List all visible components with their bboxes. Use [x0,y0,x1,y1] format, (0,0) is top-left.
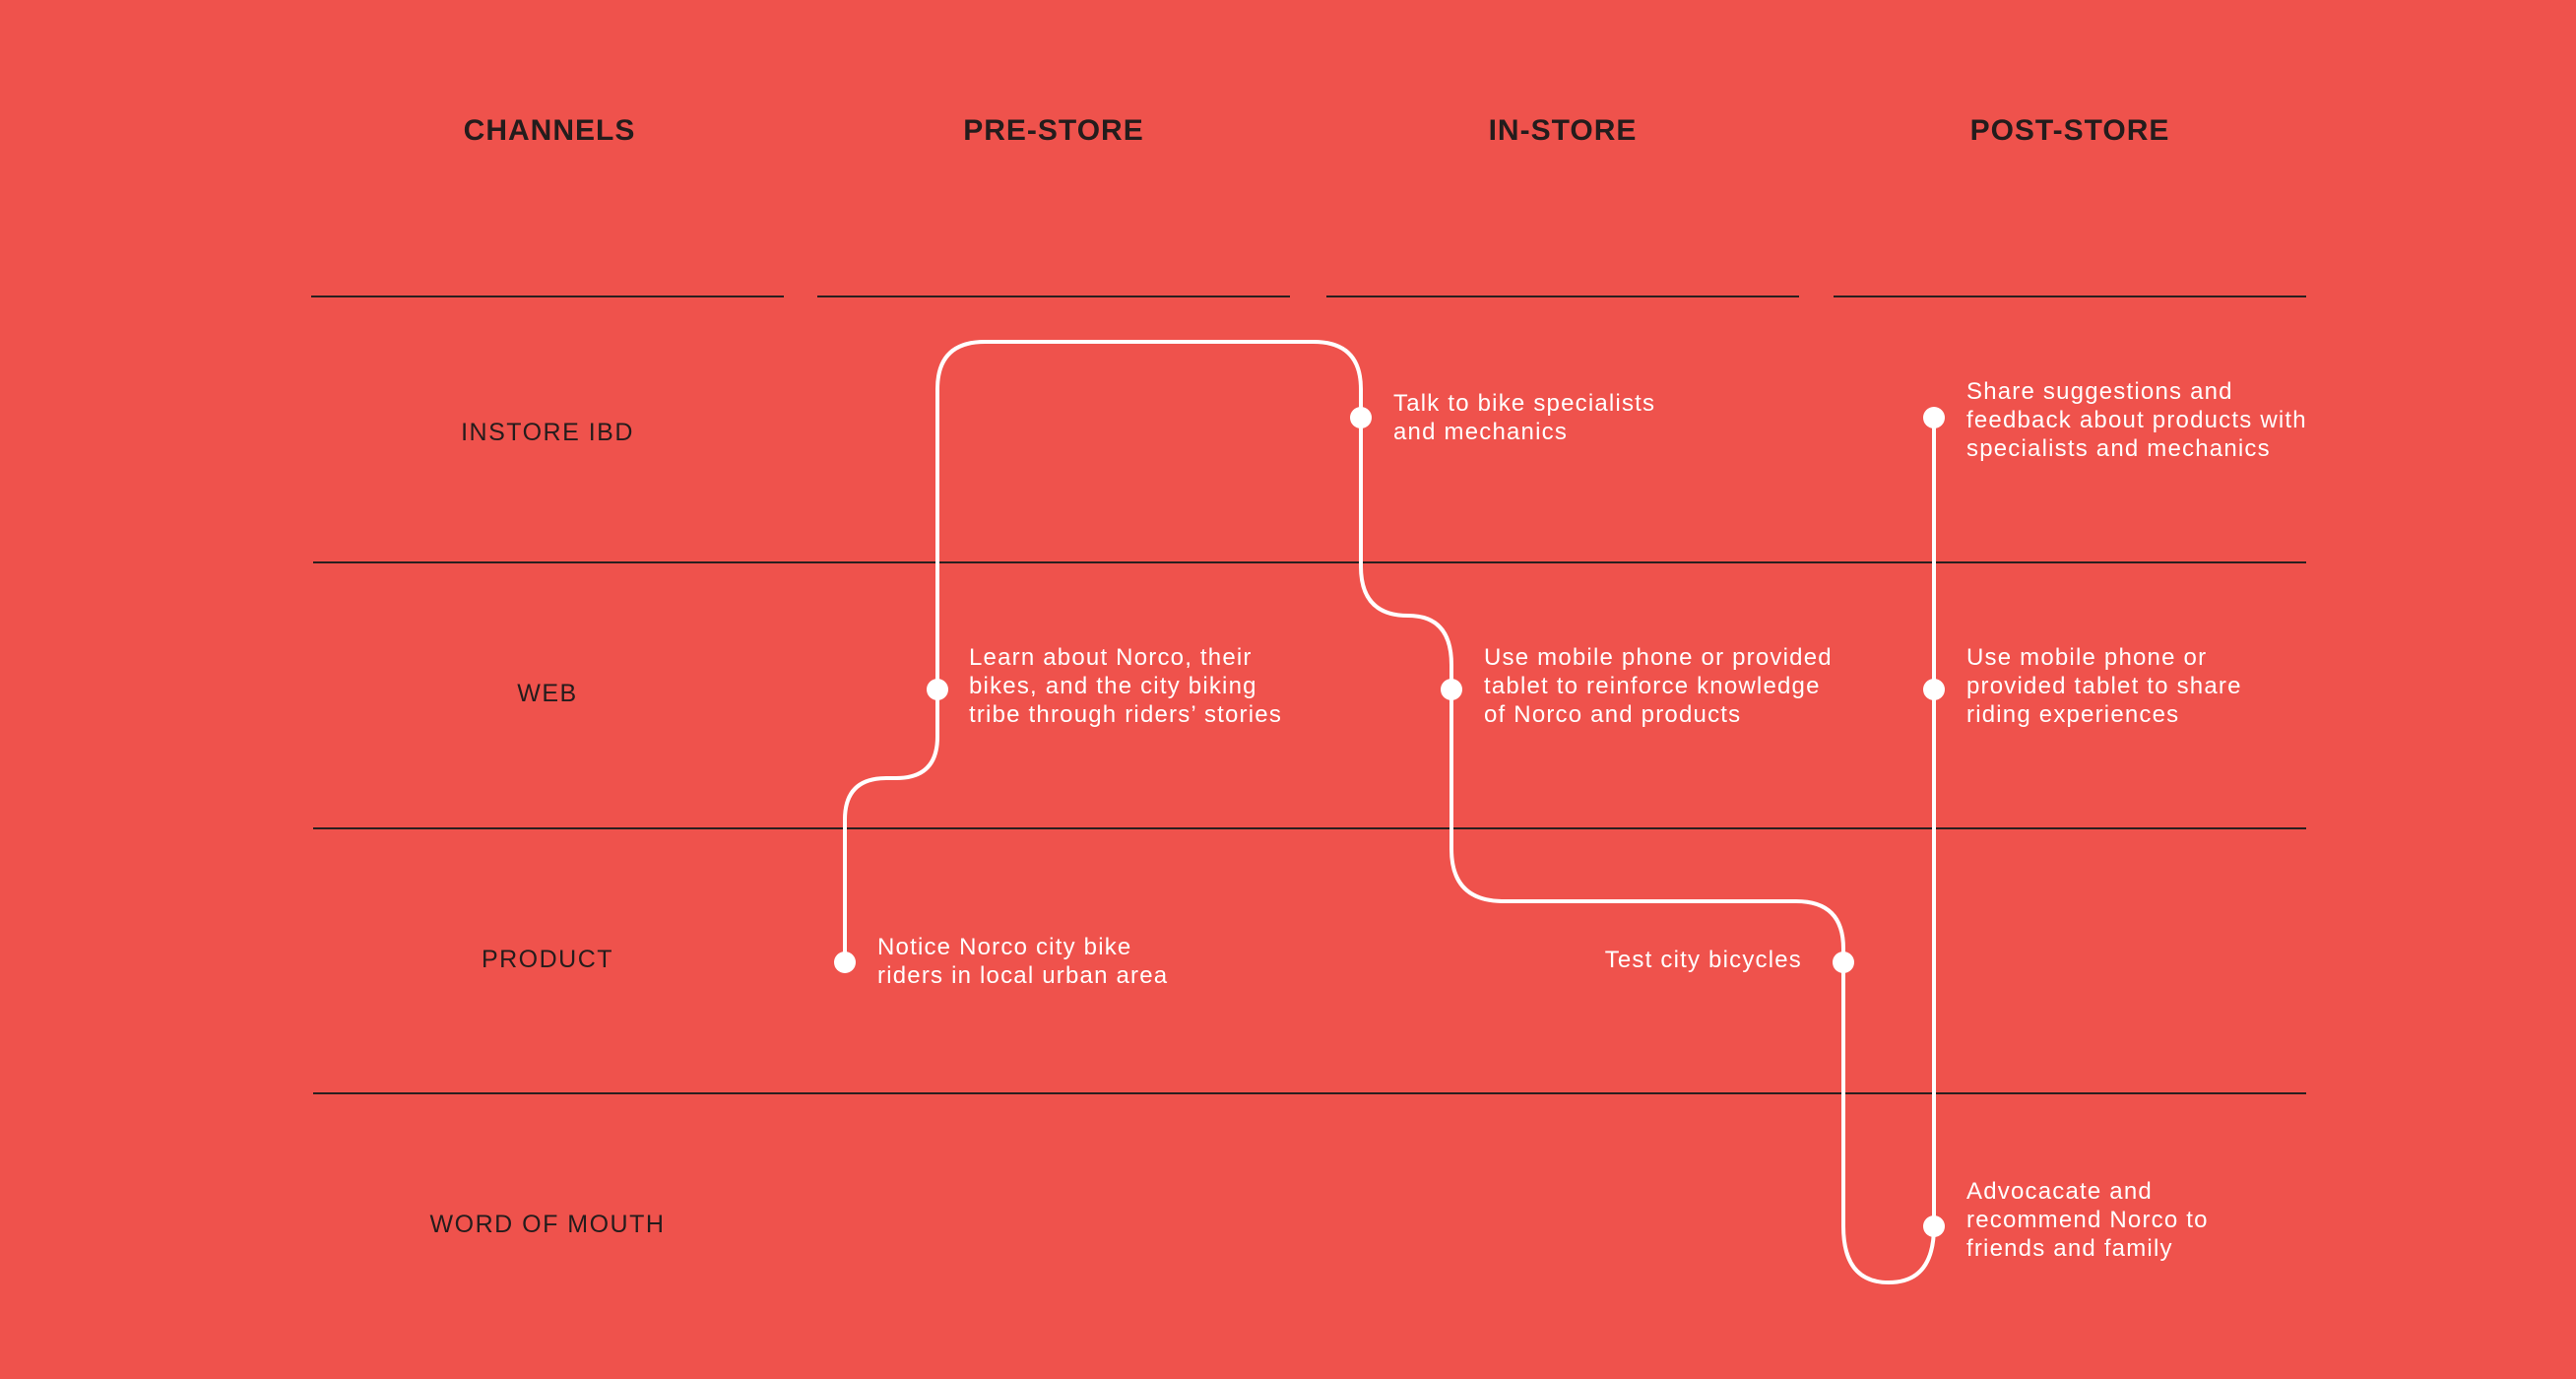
step-talk-to-specialists: Talk to bike specialists and mechanics [1393,390,1656,445]
touchpoint-dot-advocate [1923,1215,1945,1237]
touchpoint-dot-share-suggestions [1923,407,1945,428]
journey-path-main [843,340,1936,1284]
step-advocate: Advocacate and recommend Norco to friend… [1966,1178,2209,1262]
row-label-instore-ibd: INSTORE IBD [461,419,634,446]
column-underline-pre-store [817,296,1290,297]
column-underline-channels [311,296,784,297]
column-underline-in-store [1326,296,1799,297]
touchpoint-dot-talk-to-specialists [1350,407,1372,428]
step-share-suggestions: Share suggestions and feedback about pro… [1966,378,2307,462]
step-reinforce-knowledge: Use mobile phone or provided tablet to r… [1484,644,1833,728]
touchpoint-dot-notice-riders [834,952,856,973]
touchpoint-dot-reinforce-knowledge [1441,679,1462,700]
column-header-pre-store: PRE-STORE [963,114,1144,147]
column-header-channels: CHANNELS [463,114,636,147]
row-divider [313,827,2306,829]
step-share-experiences: Use mobile phone or provided tablet to s… [1966,644,2242,728]
step-notice-riders: Notice Norco city bike riders in local u… [877,934,1169,989]
step-learn-about-norco: Learn about Norco, their bikes, and the … [969,644,1283,728]
row-divider [313,1092,2306,1094]
touchpoint-dot-test-bicycles [1833,952,1854,973]
step-test-bicycles: Test city bicycles [1604,947,1802,973]
row-label-web: WEB [517,680,578,707]
row-divider [313,561,2306,563]
touchpoint-dot-share-experiences [1923,679,1945,700]
column-header-in-store: IN-STORE [1488,114,1638,147]
touchpoint-dot-learn-about-norco [927,679,948,700]
column-header-post-store: POST-STORE [1969,114,2170,147]
column-underline-post-store [1834,296,2306,297]
row-label-product: PRODUCT [481,946,614,973]
row-label-word-of-mouth: WORD OF MOUTH [429,1211,666,1238]
